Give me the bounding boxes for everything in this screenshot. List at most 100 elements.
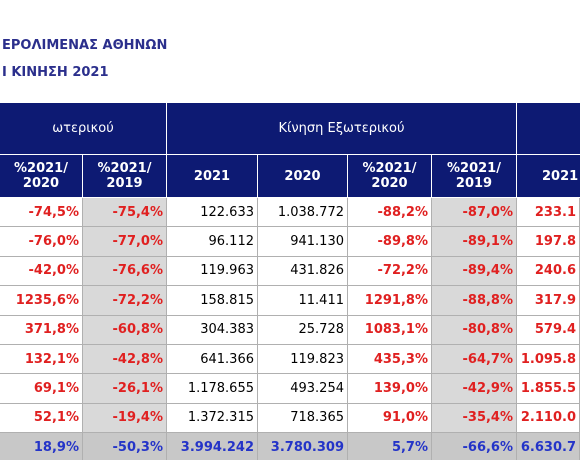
data-cell: 119.823 (258, 345, 348, 375)
data-cell: -75,4% (83, 198, 167, 228)
column-header: %2021/ 2020 (0, 155, 83, 198)
data-cell: -64,7% (432, 345, 517, 375)
total-cell: 6.630.7 (517, 433, 580, 460)
cell-text: 119.823 (290, 351, 344, 367)
cell-text: 139,0% (373, 381, 428, 397)
data-cell: 718.365 (258, 403, 348, 434)
data-cell: 641.366 (167, 345, 258, 375)
data-cell: 122.633 (167, 198, 258, 228)
data-cell: 579.4 (517, 315, 580, 345)
cell-text: 718.365 (290, 410, 344, 426)
cell-text: 1.855.5 (520, 381, 576, 397)
data-cell: -89,1% (432, 227, 517, 257)
column-header: 2021 (517, 155, 580, 198)
cell-text: 435,3% (373, 351, 428, 367)
cell-text: 371,8% (24, 322, 79, 338)
data-cell: -26,1% (83, 374, 167, 404)
cell-text: -64,7% (462, 351, 514, 367)
data-cell: -76,0% (0, 227, 83, 257)
cell-text: 579.4 (534, 322, 576, 338)
data-cell: 941.130 (258, 227, 348, 257)
cell-text: 25.728 (298, 322, 345, 338)
data-cell: 431.826 (258, 256, 348, 287)
cell-text: 96.112 (208, 234, 255, 250)
data-cell: 52,1% (0, 403, 83, 434)
cell-text: -72,2% (377, 263, 429, 279)
cell-text: 941.130 (290, 234, 344, 250)
group-header (517, 103, 580, 155)
total-cell: 3.780.309 (258, 433, 348, 460)
data-cell: -74,5% (0, 198, 83, 228)
total-cell: 18,9% (0, 433, 83, 460)
data-cell: 139,0% (348, 374, 432, 404)
cell-text: 1.372.315 (187, 410, 254, 426)
data-cell: 240.6 (517, 256, 580, 287)
cell-text: 158.815 (200, 292, 254, 308)
cell-text: %2021/ 2020 (362, 161, 417, 191)
cell-text: 1235,6% (15, 292, 79, 308)
total-cell: -50,3% (83, 433, 167, 460)
cell-text: 3.994.242 (180, 440, 254, 456)
cell-text: ωτερικού (52, 121, 114, 136)
data-cell: 1.178.655 (167, 374, 258, 404)
cell-text: 304.383 (200, 322, 254, 338)
data-cell: -76,6% (83, 256, 167, 287)
cell-text: 69,1% (33, 381, 79, 397)
cell-text: -76,6% (112, 263, 164, 279)
cell-text: Κίνηση Εξωτερικού (278, 121, 405, 136)
data-cell: 96.112 (167, 227, 258, 257)
group-header: Κίνηση Εξωτερικού (167, 103, 517, 155)
column-header: 2021 (167, 155, 258, 198)
cell-text: -77,0% (112, 234, 164, 250)
data-cell: 493.254 (258, 374, 348, 404)
data-cell: -88,8% (432, 286, 517, 316)
cell-text: 1.095.8 (520, 351, 576, 367)
cell-text: 18,9% (33, 440, 79, 456)
cell-text: %2021/ 2020 (14, 161, 68, 191)
column-header: %2021/ 2019 (432, 155, 517, 198)
cell-text: 2021 (542, 168, 579, 184)
cell-text: 431.826 (290, 263, 344, 279)
subtitle: Ι ΚΙΝΗΣΗ 2021 (2, 65, 109, 80)
data-cell: 435,3% (348, 345, 432, 375)
title: ΕΡΟΛΙΜΕΝΑΣ ΑΘΗΝΩΝ (2, 38, 168, 53)
data-cell: -87,0% (432, 198, 517, 228)
data-cell: 91,0% (348, 403, 432, 434)
data-cell: 1.855.5 (517, 374, 580, 404)
cell-text: -50,3% (112, 440, 164, 456)
cell-text: -88,8% (462, 292, 514, 308)
data-cell: -42,8% (83, 345, 167, 375)
cell-text: 1291,8% (364, 292, 428, 308)
cell-text: -80,8% (462, 322, 514, 338)
data-cell: -42,0% (0, 256, 83, 287)
cell-text: -42,0% (28, 263, 80, 279)
data-cell: 304.383 (167, 315, 258, 345)
cell-text: -88,2% (377, 204, 429, 220)
data-cell: -89,4% (432, 256, 517, 287)
total-cell: -66,6% (432, 433, 517, 460)
cell-text: 119.963 (200, 263, 254, 279)
data-cell: -89,8% (348, 227, 432, 257)
total-cell: 5,7% (348, 433, 432, 460)
data-cell: -60,8% (83, 315, 167, 345)
data-cell: 158.815 (167, 286, 258, 316)
cell-text: 1083,1% (364, 322, 428, 338)
cell-text: 132,1% (24, 351, 79, 367)
data-cell: 11.411 (258, 286, 348, 316)
cell-text: -35,4% (462, 410, 514, 426)
cell-text: 2021 (193, 168, 231, 184)
cell-text: -75,4% (112, 204, 164, 220)
data-cell: 197.8 (517, 227, 580, 257)
data-cell: 1291,8% (348, 286, 432, 316)
cell-text: 2020 (284, 168, 321, 184)
cell-text: %2021/ 2019 (447, 161, 501, 191)
cell-text: -72,2% (112, 292, 164, 308)
cell-text: 5,7% (391, 440, 428, 456)
column-header: %2021/ 2020 (348, 155, 432, 198)
cell-text: 240.6 (534, 263, 576, 279)
cell-text: -89,8% (377, 234, 429, 250)
data-cell: 69,1% (0, 374, 83, 404)
cell-text: 52,1% (33, 410, 79, 426)
data-cell: 371,8% (0, 315, 83, 345)
